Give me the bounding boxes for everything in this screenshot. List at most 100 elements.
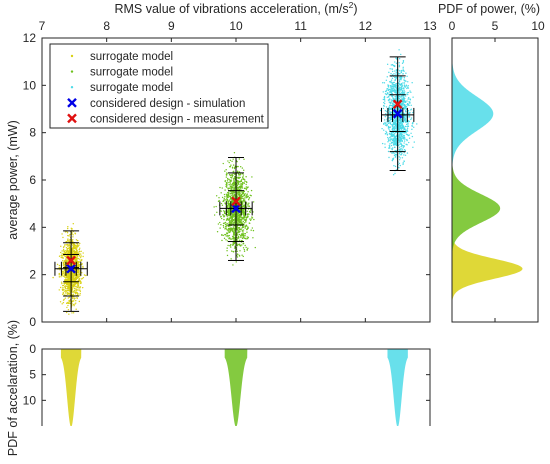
cloud-point: [226, 233, 228, 235]
cloud-point: [229, 187, 231, 189]
cloud-point: [224, 221, 227, 224]
cloud-point: [403, 119, 406, 121]
cloud-point: [67, 226, 69, 228]
cloud-point: [221, 239, 223, 242]
cloud-point: [398, 86, 400, 88]
main-x-tick-label: 9: [168, 19, 175, 33]
cloud-point: [245, 218, 247, 221]
cloud-point: [409, 111, 411, 114]
cloud-point: [60, 256, 62, 259]
cloud-point: [239, 228, 242, 230]
cloud-point: [77, 277, 79, 280]
cloud-point: [237, 212, 240, 215]
cloud-point: [64, 259, 66, 262]
cloud-point: [68, 244, 70, 246]
cloud-point: [227, 181, 229, 184]
cloud-point: [76, 289, 78, 291]
cloud-point: [227, 209, 229, 212]
cloud-point: [81, 286, 84, 289]
cloud-point: [231, 193, 234, 195]
cloud-point: [389, 88, 391, 91]
cloud-point: [62, 259, 64, 262]
cloud-point: [226, 186, 228, 188]
cloud-point: [392, 174, 395, 176]
cloud-point: [73, 246, 76, 248]
cloud-point: [401, 95, 403, 98]
cloud-point: [393, 152, 395, 155]
cloud-point: [401, 97, 403, 99]
cloud-point: [405, 115, 408, 117]
cloud-point: [226, 196, 228, 198]
design-marker: [66, 263, 76, 274]
cloud-point: [394, 90, 397, 92]
cloud-point: [402, 98, 404, 101]
cloud-point: [52, 276, 54, 279]
cloud-point: [233, 219, 235, 221]
cloud-point: [394, 120, 396, 123]
cloud-point: [236, 171, 239, 173]
cloud-point: [238, 180, 240, 183]
cloud-point: [227, 160, 229, 162]
cloud-point: [406, 138, 408, 141]
cloud-point: [387, 88, 389, 90]
cloud-point: [233, 166, 236, 169]
cloud-point: [227, 202, 229, 205]
cloud-point: [238, 227, 240, 230]
cloud-point: [76, 276, 78, 278]
cloud-point: [72, 297, 74, 300]
cloud-point: [231, 177, 233, 179]
cloud-point: [400, 137, 403, 139]
cloud-point: [410, 91, 412, 94]
cloud-point: [402, 66, 404, 69]
cloud-point: [393, 73, 395, 75]
cloud-point: [398, 49, 400, 51]
cloud-point: [403, 77, 406, 79]
cloud-point: [247, 236, 250, 239]
cloud-point: [225, 239, 227, 241]
cloud-point: [244, 225, 246, 228]
cloud-point: [240, 221, 242, 224]
cloud-point: [243, 158, 245, 160]
cloud-point: [406, 93, 409, 96]
cloud-point: [224, 223, 227, 226]
cloud-point: [232, 182, 234, 185]
cloud-point: [394, 61, 396, 63]
cloud-point: [233, 167, 236, 170]
cloud-point: [85, 274, 87, 277]
cloud-point: [242, 174, 245, 176]
legend-swatch: [70, 70, 74, 73]
cloud-point: [391, 77, 394, 80]
cloud-point: [234, 186, 236, 188]
cloud-point: [76, 284, 79, 286]
power-pdf-areas: [452, 59, 523, 301]
cloud-point: [79, 242, 81, 245]
main-x-tick-label: 8: [103, 19, 110, 33]
cloud-point: [246, 186, 249, 189]
cloud-point: [238, 188, 241, 191]
cloud-point: [67, 309, 70, 311]
cloud-point: [395, 78, 397, 80]
cloud-point: [402, 163, 404, 165]
cloud-point: [223, 237, 226, 240]
cloud-point: [405, 72, 407, 74]
cloud-point: [411, 135, 414, 138]
cloud-point: [400, 141, 402, 143]
cloud-point: [249, 222, 251, 225]
cloud-point: [244, 193, 246, 195]
cloud-point: [226, 204, 229, 207]
cloud-point: [395, 138, 397, 140]
cloud-point: [237, 222, 240, 224]
cloud-point: [232, 170, 234, 173]
cloud-point: [241, 218, 243, 221]
legend-entry: surrogate model: [90, 51, 173, 63]
cloud-point: [387, 136, 389, 139]
cloud-point: [407, 122, 409, 125]
cloud-point: [65, 257, 67, 260]
cloud-point: [78, 278, 80, 281]
cloud-point: [66, 306, 68, 309]
cloud-point: [231, 191, 233, 193]
acceleration-y-ticks: 0 5 10: [23, 342, 430, 407]
cloud-point: [398, 126, 400, 129]
cloud-point: [62, 254, 64, 257]
cloud-point: [410, 109, 412, 111]
